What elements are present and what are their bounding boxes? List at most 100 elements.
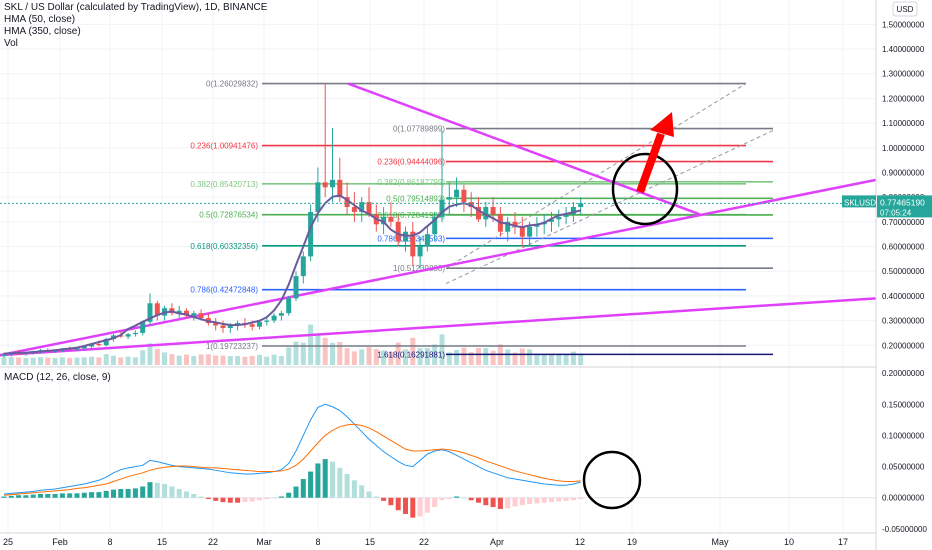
macd-histogram-bar bbox=[541, 497, 547, 503]
volume-bar bbox=[556, 354, 562, 365]
candle-body bbox=[227, 325, 233, 328]
candle-body bbox=[512, 221, 518, 227]
trendline bbox=[0, 178, 877, 357]
candle-body bbox=[198, 313, 204, 319]
candle-body bbox=[300, 256, 306, 277]
macd-histogram-bar bbox=[410, 497, 416, 518]
fib-level-label: 0.618(0.72841989) bbox=[377, 211, 445, 220]
macd-tick-label: 0.20000000 bbox=[882, 369, 925, 378]
volume-bar bbox=[67, 357, 73, 365]
candles bbox=[1, 83, 584, 358]
candle-body bbox=[344, 197, 350, 208]
volume-bar bbox=[16, 357, 22, 365]
price-tag bbox=[877, 195, 932, 218]
volume-bar bbox=[38, 357, 43, 365]
volume-bar bbox=[59, 357, 65, 365]
macd-histogram-bar bbox=[446, 497, 452, 499]
macd-histogram-bar bbox=[563, 497, 569, 501]
volume-bar bbox=[140, 350, 146, 365]
volume-legend[interactable]: Vol bbox=[4, 38, 18, 49]
volume-bar bbox=[8, 357, 14, 365]
time-tick-label: 15 bbox=[365, 537, 375, 547]
time-tick-label: 8 bbox=[107, 537, 112, 547]
volume-bar bbox=[52, 358, 58, 365]
macd-histogram-bar bbox=[16, 495, 22, 498]
volume-bar bbox=[476, 348, 481, 365]
volume-bar bbox=[249, 356, 255, 365]
candle-body bbox=[184, 310, 189, 316]
volume-bar bbox=[227, 356, 233, 365]
candle-body bbox=[359, 202, 365, 212]
macd-histogram-bar bbox=[512, 497, 518, 507]
candle-body bbox=[461, 189, 467, 203]
volume-bar bbox=[220, 355, 226, 365]
macd-legend[interactable]: MACD (12, 26, close, 9) bbox=[4, 372, 111, 383]
volume-bar bbox=[446, 352, 452, 365]
price-tick-label: 1.20000000 bbox=[882, 94, 925, 103]
macd-histogram-bar bbox=[461, 497, 467, 499]
candle-body bbox=[337, 179, 343, 198]
candle-body bbox=[563, 214, 569, 217]
volume-bar bbox=[388, 352, 394, 365]
volume-bar bbox=[417, 348, 423, 365]
macd-histogram-bar bbox=[351, 480, 357, 498]
time-tick-label: 8 bbox=[315, 537, 320, 547]
fib-level-label: 0.382(0.86187795) bbox=[377, 178, 445, 187]
candle-body bbox=[213, 323, 219, 326]
candle-body bbox=[505, 221, 511, 232]
volume-bar bbox=[541, 354, 547, 365]
volume-bar bbox=[162, 352, 168, 365]
price-tick-label: 1.40000000 bbox=[882, 45, 925, 54]
candle-body bbox=[147, 303, 153, 322]
macd-histogram-bar bbox=[205, 497, 211, 499]
signal-line bbox=[3, 423, 581, 496]
volume-bar bbox=[483, 348, 489, 365]
symbol-tag bbox=[842, 195, 876, 208]
macd-histogram-bar bbox=[38, 493, 43, 498]
macd-histogram-bar bbox=[213, 497, 219, 501]
hma50-legend[interactable]: HMA (50, close) bbox=[4, 14, 76, 25]
volume-bar bbox=[184, 354, 189, 365]
fibonacci-retracements: 0(1.26029832) 0.236(1.00941476) 0.382(0.85… bbox=[190, 80, 773, 359]
macd-histogram-bar bbox=[1, 496, 7, 498]
candle-body bbox=[308, 211, 314, 257]
volume-bar bbox=[563, 354, 569, 365]
volume-bar bbox=[125, 356, 131, 365]
price-tick-label: 1.30000000 bbox=[882, 70, 925, 79]
hma350-legend[interactable]: HMA (350, close) bbox=[4, 26, 81, 37]
candle-body bbox=[23, 353, 29, 355]
volume-bar bbox=[286, 347, 292, 365]
candle-body bbox=[381, 216, 387, 225]
macd-tick-label: 0.05000000 bbox=[882, 463, 925, 472]
volume-bar bbox=[89, 356, 95, 365]
drawing-lines bbox=[0, 82, 877, 357]
macd-histogram-bar bbox=[483, 497, 489, 506]
macd-tick-label: 0.10000000 bbox=[882, 431, 925, 440]
time-tick-label: 22 bbox=[419, 537, 429, 547]
volume-bar bbox=[461, 347, 467, 365]
candle-body bbox=[271, 315, 277, 321]
time-tick-label: May bbox=[711, 537, 729, 547]
macd-histogram-bar bbox=[184, 491, 189, 498]
macd-histogram-bar bbox=[235, 497, 241, 503]
price-tick-label: 0.20000000 bbox=[882, 341, 925, 350]
macd-histogram-bar bbox=[111, 489, 116, 498]
volume-bar bbox=[278, 356, 284, 365]
macd-histogram-bar bbox=[344, 474, 350, 498]
macd-tick-label: 0.00000000 bbox=[882, 494, 925, 503]
symbol-title[interactable]: SKL / US Dollar (calculated by TradingVi… bbox=[4, 2, 268, 13]
price-tick-label: 0.90000000 bbox=[882, 168, 925, 177]
candle-body bbox=[403, 231, 408, 242]
price-tick-label: 0.70000000 bbox=[882, 218, 925, 227]
macd-histogram-bar bbox=[198, 496, 204, 498]
channel-lower bbox=[445, 130, 774, 284]
candle-body bbox=[476, 207, 481, 220]
symbol-tag-label: SKLUSD bbox=[844, 198, 876, 207]
volume-bar bbox=[271, 354, 277, 365]
volume-bar bbox=[322, 337, 328, 365]
price-tag-value: 0.77465190 bbox=[880, 197, 925, 207]
candle-body bbox=[410, 231, 416, 257]
volume-bar bbox=[519, 348, 525, 365]
